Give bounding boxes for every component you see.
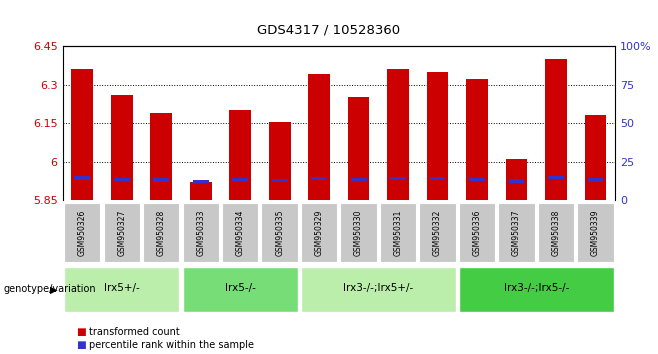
FancyBboxPatch shape — [222, 203, 259, 263]
Bar — [308, 74, 330, 200]
Bar — [74, 176, 90, 179]
Bar — [111, 95, 132, 200]
FancyBboxPatch shape — [103, 203, 140, 263]
Text: GSM950336: GSM950336 — [472, 210, 482, 256]
Bar — [150, 113, 172, 200]
Text: GSM950338: GSM950338 — [551, 210, 561, 256]
Bar — [588, 178, 603, 182]
Bar — [548, 176, 564, 179]
FancyBboxPatch shape — [261, 203, 298, 263]
Bar — [232, 178, 248, 181]
FancyBboxPatch shape — [538, 203, 574, 263]
Text: genotype/variation: genotype/variation — [3, 284, 96, 295]
Text: ▶: ▶ — [51, 284, 58, 295]
Text: GDS4317 / 10528360: GDS4317 / 10528360 — [257, 23, 401, 36]
Bar — [153, 178, 169, 182]
Bar — [272, 178, 288, 182]
Text: lrx3-/-;lrx5-/-: lrx3-/-;lrx5-/- — [503, 284, 569, 293]
Text: GSM950331: GSM950331 — [393, 210, 403, 256]
Bar — [351, 178, 367, 181]
Text: GSM950326: GSM950326 — [78, 210, 87, 256]
Text: GSM950329: GSM950329 — [315, 210, 324, 256]
Text: GSM950330: GSM950330 — [354, 210, 363, 256]
Text: GSM950333: GSM950333 — [196, 210, 205, 256]
Bar — [545, 59, 567, 200]
Text: lrx3-/-;lrx5+/-: lrx3-/-;lrx5+/- — [343, 284, 413, 293]
Text: lrx5+/-: lrx5+/- — [104, 284, 139, 293]
Text: transformed count: transformed count — [89, 327, 180, 337]
FancyBboxPatch shape — [301, 203, 338, 263]
Bar — [269, 122, 291, 200]
Bar — [193, 180, 209, 183]
Bar — [71, 69, 93, 200]
Bar — [229, 110, 251, 200]
Bar — [584, 115, 607, 200]
FancyBboxPatch shape — [459, 203, 495, 263]
Text: GSM950328: GSM950328 — [157, 210, 166, 256]
Bar — [469, 178, 485, 181]
Text: ■: ■ — [76, 327, 86, 337]
FancyBboxPatch shape — [577, 203, 614, 263]
Text: percentile rank within the sample: percentile rank within the sample — [89, 340, 254, 350]
Text: ■: ■ — [76, 340, 86, 350]
Bar — [347, 97, 370, 200]
FancyBboxPatch shape — [380, 203, 417, 263]
FancyBboxPatch shape — [498, 203, 535, 263]
Bar — [466, 79, 488, 200]
FancyBboxPatch shape — [64, 203, 101, 263]
Bar — [426, 72, 449, 200]
Bar — [114, 178, 130, 181]
Bar — [387, 69, 409, 200]
Bar — [311, 177, 327, 181]
FancyBboxPatch shape — [459, 267, 614, 312]
Text: GSM950332: GSM950332 — [433, 210, 442, 256]
FancyBboxPatch shape — [182, 203, 219, 263]
FancyBboxPatch shape — [301, 267, 456, 312]
Text: GSM950335: GSM950335 — [275, 210, 284, 256]
Text: GSM950337: GSM950337 — [512, 210, 521, 256]
Bar — [430, 177, 445, 181]
Bar — [390, 177, 406, 180]
Text: lrx5-/-: lrx5-/- — [225, 284, 255, 293]
Text: GSM950327: GSM950327 — [117, 210, 126, 256]
FancyBboxPatch shape — [64, 267, 180, 312]
Bar — [505, 159, 527, 200]
FancyBboxPatch shape — [419, 203, 456, 263]
FancyBboxPatch shape — [340, 203, 377, 263]
FancyBboxPatch shape — [182, 267, 298, 312]
FancyBboxPatch shape — [143, 203, 180, 263]
Bar — [509, 179, 524, 183]
Bar — [190, 182, 212, 200]
Text: GSM950339: GSM950339 — [591, 210, 600, 256]
Text: GSM950334: GSM950334 — [236, 210, 245, 256]
